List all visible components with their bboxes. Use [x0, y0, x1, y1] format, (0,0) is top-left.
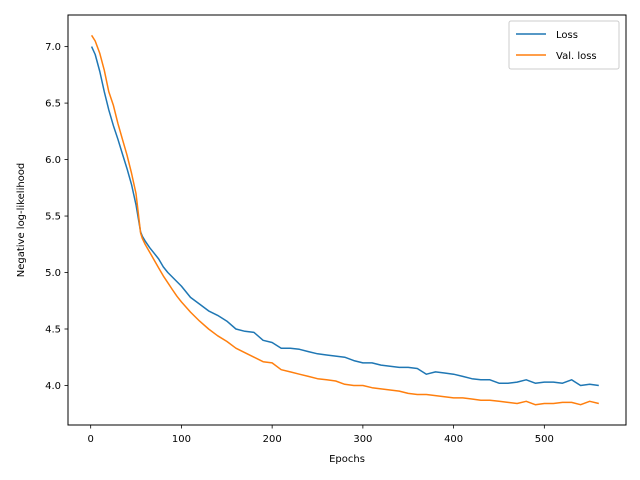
legend-label-loss: Loss [556, 30, 578, 41]
y-tick-label: 4.0 [45, 381, 61, 392]
y-tick-label: 6.5 [45, 99, 61, 110]
x-tick-label: 200 [263, 434, 282, 445]
x-tick-label: 100 [172, 434, 191, 445]
legend-label-val-loss: Val. loss [556, 51, 597, 62]
plot-frame [67, 14, 627, 426]
y-tick-label: 5.5 [45, 212, 61, 223]
x-tick-label: 400 [444, 434, 463, 445]
plot-lines [90, 34, 599, 406]
x-tick-label: 500 [535, 434, 554, 445]
x-tick-label: 300 [353, 434, 372, 445]
x-axis-ticks: 0 100 200 300 400 500 [87, 425, 554, 445]
y-tick-label: 6.0 [45, 155, 61, 166]
series-line-val-loss [90, 34, 599, 406]
y-axis-ticks: 4.0 4.5 5.0 5.5 6.0 6.5 7.0 [45, 42, 68, 392]
x-axis-label: Epochs [329, 454, 365, 465]
legend: Loss Val. loss [508, 20, 620, 70]
y-axis-label: Negative log-likelihood [16, 163, 27, 278]
legend-box [508, 20, 620, 70]
x-tick-label: 0 [87, 434, 93, 445]
y-tick-label: 7.0 [45, 42, 61, 53]
y-tick-label: 4.5 [45, 324, 61, 335]
y-tick-label: 5.0 [45, 268, 61, 279]
